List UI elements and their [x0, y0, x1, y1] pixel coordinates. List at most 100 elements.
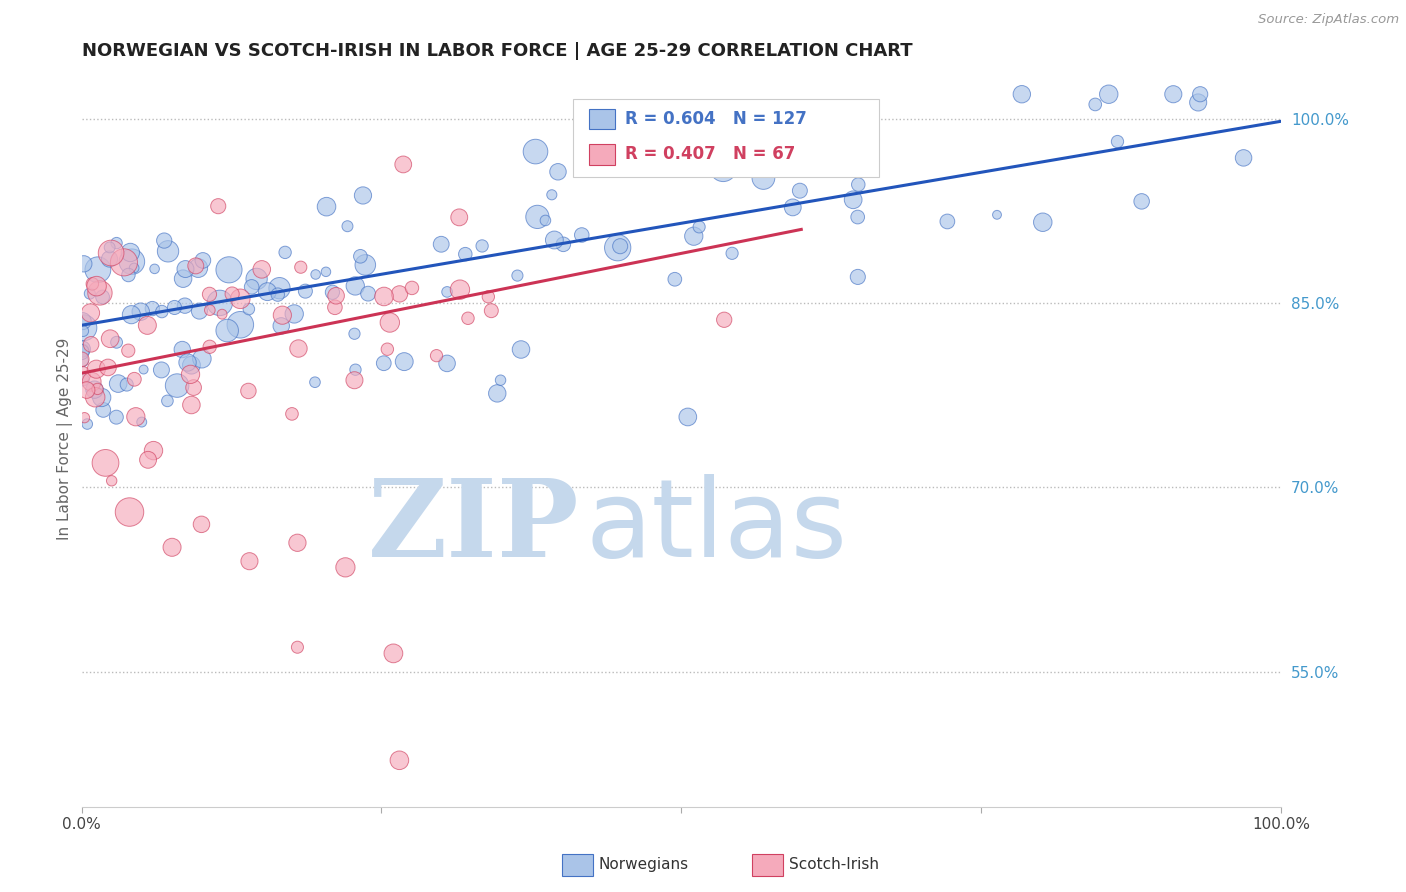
- Point: [553, 237, 575, 252]
- Point: [1084, 97, 1107, 112]
- Point: [90, 391, 112, 405]
- Point: [91, 403, 114, 417]
- Point: [343, 373, 366, 387]
- Point: [713, 312, 735, 326]
- Point: [72, 314, 94, 328]
- Point: [287, 535, 309, 549]
- Point: [94, 456, 117, 470]
- Point: [842, 193, 865, 207]
- Point: [180, 358, 202, 372]
- Point: [287, 342, 309, 356]
- Point: [1032, 215, 1054, 229]
- Point: [91, 290, 114, 304]
- Point: [143, 261, 166, 276]
- Point: [98, 252, 121, 266]
- Point: [436, 356, 458, 370]
- Point: [105, 335, 128, 350]
- Point: [571, 227, 593, 242]
- Point: [664, 272, 686, 286]
- Point: [471, 239, 494, 253]
- Point: [70, 368, 93, 382]
- Point: [321, 285, 343, 300]
- Point: [184, 259, 207, 273]
- Point: [304, 375, 326, 389]
- Point: [132, 362, 155, 376]
- Point: [315, 265, 337, 279]
- Point: [688, 219, 710, 234]
- Point: [229, 318, 252, 332]
- Point: [190, 517, 212, 532]
- Point: [79, 306, 101, 320]
- Point: [526, 210, 548, 224]
- Point: [221, 287, 243, 301]
- Point: [846, 210, 869, 224]
- Point: [343, 326, 366, 341]
- Point: [80, 337, 103, 351]
- Point: [73, 257, 96, 271]
- Text: NORWEGIAN VS SCOTCH-IRISH IN LABOR FORCE | AGE 25-29 CORRELATION CHART: NORWEGIAN VS SCOTCH-IRISH IN LABOR FORCE…: [82, 42, 912, 60]
- Point: [115, 377, 138, 392]
- Point: [157, 244, 180, 259]
- Point: [70, 345, 93, 359]
- Point: [136, 318, 159, 333]
- Point: [173, 299, 195, 313]
- Point: [73, 320, 96, 334]
- Point: [100, 246, 122, 260]
- Point: [70, 352, 93, 367]
- Point: [105, 410, 128, 425]
- Point: [98, 240, 121, 254]
- Point: [510, 343, 533, 357]
- Point: [83, 383, 105, 397]
- Point: [97, 360, 120, 375]
- Point: [89, 285, 111, 300]
- Point: [270, 318, 292, 333]
- Point: [238, 384, 260, 398]
- Point: [150, 363, 173, 377]
- Point: [156, 393, 179, 408]
- Point: [721, 246, 744, 260]
- Point: [120, 308, 142, 322]
- Point: [323, 300, 346, 314]
- Point: [188, 304, 211, 318]
- Point: [208, 296, 231, 310]
- Point: [986, 208, 1008, 222]
- Point: [820, 126, 842, 140]
- Point: [240, 280, 263, 294]
- Point: [86, 362, 108, 376]
- Point: [100, 474, 122, 488]
- Point: [704, 149, 727, 163]
- Point: [86, 279, 108, 293]
- Text: ZIP: ZIP: [368, 474, 579, 580]
- Point: [1107, 135, 1129, 149]
- Point: [1161, 87, 1184, 102]
- FancyBboxPatch shape: [574, 99, 879, 177]
- Point: [388, 753, 411, 767]
- Point: [183, 381, 205, 395]
- Point: [1232, 151, 1254, 165]
- Point: [117, 268, 139, 282]
- Point: [72, 373, 94, 387]
- Point: [294, 284, 316, 298]
- Point: [357, 286, 380, 301]
- Point: [375, 342, 398, 356]
- Point: [352, 188, 374, 202]
- Text: Norwegians: Norwegians: [599, 857, 689, 871]
- Point: [392, 157, 415, 171]
- Point: [1130, 194, 1153, 209]
- Y-axis label: In Labor Force | Age 25-29: In Labor Force | Age 25-29: [58, 337, 73, 540]
- Point: [141, 301, 163, 316]
- Point: [335, 560, 357, 574]
- Point: [449, 283, 471, 297]
- Text: R = 0.407   N = 67: R = 0.407 N = 67: [624, 145, 796, 163]
- Point: [457, 311, 479, 326]
- Point: [153, 234, 176, 248]
- Point: [592, 136, 614, 151]
- Point: [72, 342, 94, 356]
- Point: [782, 200, 804, 214]
- Point: [454, 247, 477, 261]
- Point: [425, 349, 447, 363]
- Point: [229, 292, 252, 306]
- Point: [105, 236, 128, 251]
- Point: [373, 356, 395, 370]
- Point: [86, 382, 108, 396]
